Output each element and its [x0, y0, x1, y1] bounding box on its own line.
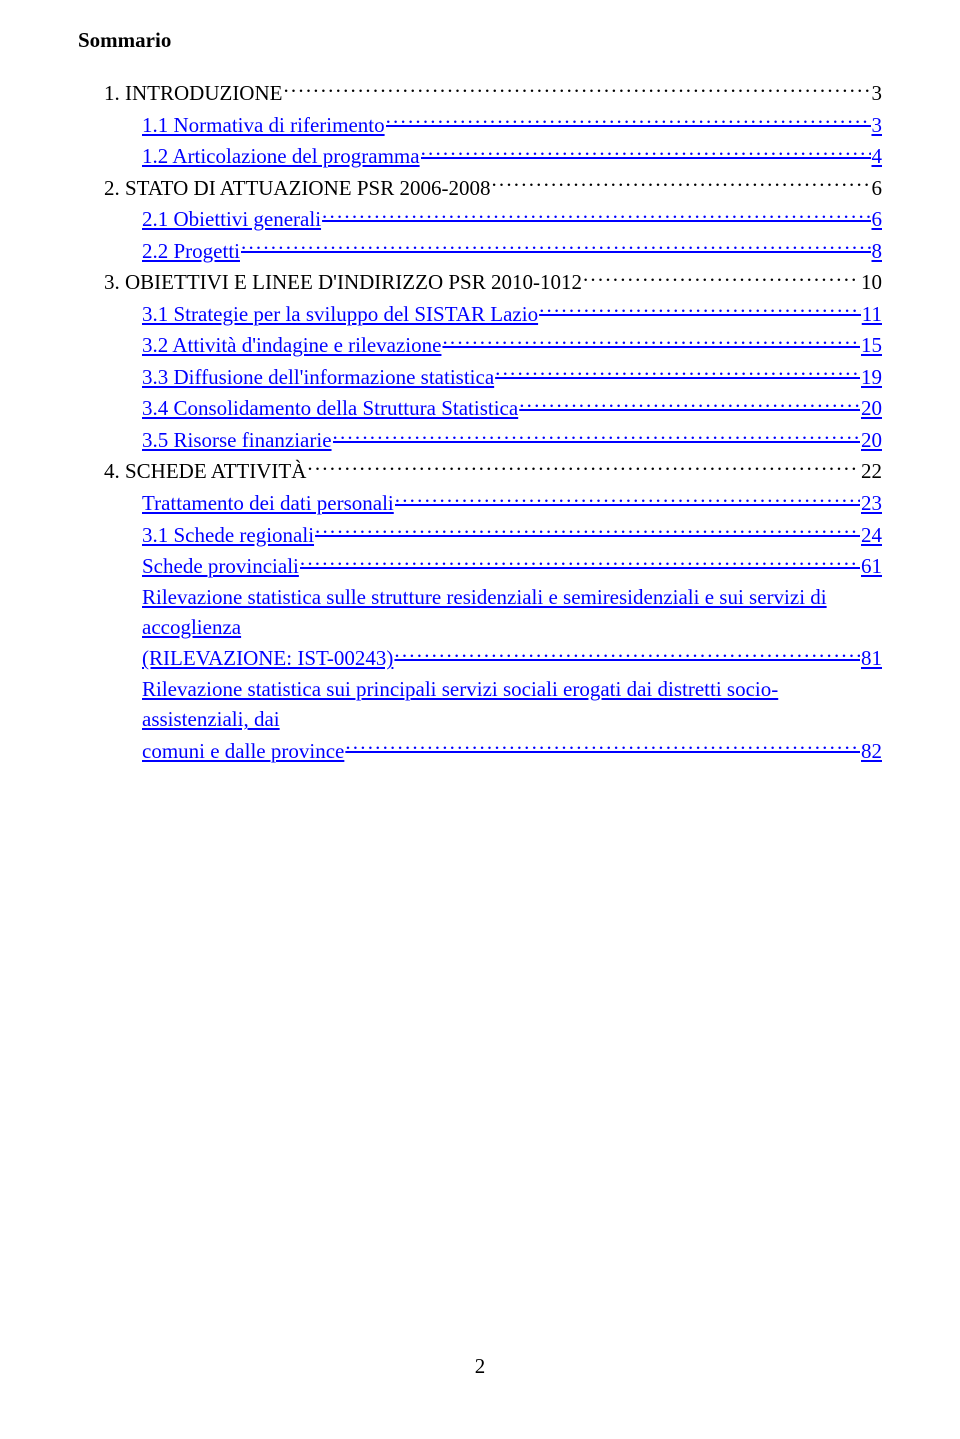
toc-leader: [491, 172, 870, 195]
toc-page: 10: [861, 267, 882, 297]
toc-entry[interactable]: 1.1 Normativa di riferimento 3: [78, 109, 882, 141]
toc-leader: [539, 298, 861, 321]
toc-leader: [315, 518, 860, 541]
toc-label: 3.2 Attività d'indagine e rilevazione: [142, 330, 441, 360]
toc-page: 20: [861, 393, 882, 423]
toc-page: 3: [872, 78, 883, 108]
toc-label: 1.2 Articolazione del programma: [142, 141, 420, 171]
toc-page: 11: [862, 299, 882, 329]
toc-leader: [345, 735, 860, 758]
toc-entry: 2. STATO DI ATTUAZIONE PSR 2006-2008 6: [78, 172, 882, 204]
toc-label: 3. OBIETTIVI E LINEE D'INDIRIZZO PSR 201…: [104, 267, 582, 297]
toc-label: 3.1 Strategie per la sviluppo del SISTAR…: [142, 299, 538, 329]
toc-entry[interactable]: 3.2 Attività d'indagine e rilevazione 15: [78, 329, 882, 361]
toc-label: 2. STATO DI ATTUAZIONE PSR 2006-2008: [104, 173, 490, 203]
toc-page: 20: [861, 425, 882, 455]
toc-entry[interactable]: comuni e dalle province 82: [78, 735, 882, 767]
toc-page: 4: [872, 141, 883, 171]
toc-label: 3.1 Schede regionali: [142, 520, 314, 550]
toc-page: 19: [861, 362, 882, 392]
toc-leader: [241, 235, 871, 258]
toc-entry[interactable]: Rilevazione statistica sui principali se…: [78, 674, 882, 735]
toc-leader: [495, 361, 860, 384]
toc-label: (RILEVAZIONE: IST-00243): [142, 643, 393, 673]
toc-label: 3.3 Diffusione dell'informazione statist…: [142, 362, 494, 392]
toc-page: 24: [861, 520, 882, 550]
toc-entry[interactable]: Trattamento dei dati personali 23: [78, 487, 882, 519]
toc-page: 22: [861, 456, 882, 486]
toc-label: Trattamento dei dati personali: [142, 488, 394, 518]
toc-entry: 1. INTRODUZIONE 3: [78, 77, 882, 109]
toc-entry[interactable]: 3.5 Risorse finanziarie 20: [78, 424, 882, 456]
toc-entry[interactable]: (RILEVAZIONE: IST-00243) 81: [78, 642, 882, 674]
toc-page: 8: [872, 236, 883, 266]
toc-entry[interactable]: Schede provinciali 61: [78, 550, 882, 582]
toc-entry[interactable]: 1.2 Articolazione del programma 4: [78, 140, 882, 172]
toc-label: 2.1 Obiettivi generali: [142, 204, 321, 234]
toc-page: 81: [861, 643, 882, 673]
toc-leader: [442, 329, 860, 352]
toc-page: 23: [861, 488, 882, 518]
toc-page: 15: [861, 330, 882, 360]
toc-label: 3.5 Risorse finanziarie: [142, 425, 332, 455]
toc-label: 2.2 Progetti: [142, 236, 240, 266]
page-title: Sommario: [78, 28, 882, 53]
toc-entry[interactable]: 3.1 Schede regionali 24: [78, 518, 882, 550]
toc-page: 6: [872, 204, 883, 234]
toc-leader: [333, 424, 860, 447]
toc-entry[interactable]: 3.4 Consolidamento della Struttura Stati…: [78, 392, 882, 424]
toc-leader: [395, 487, 860, 510]
toc-leader: [394, 642, 860, 665]
toc-page: 61: [861, 551, 882, 581]
toc-leader: [421, 140, 871, 163]
toc-page: 3: [872, 110, 883, 140]
toc-label: comuni e dalle province: [142, 736, 344, 766]
table-of-contents: 1. INTRODUZIONE31.1 Normativa di riferim…: [78, 77, 882, 766]
toc-leader: [322, 203, 870, 226]
toc-label: 4. SCHEDE ATTIVITÀ: [104, 456, 306, 486]
toc-leader: [283, 77, 870, 100]
toc-leader: [307, 455, 860, 478]
toc-label: Schede provinciali: [142, 551, 299, 581]
toc-entry: 3. OBIETTIVI E LINEE D'INDIRIZZO PSR 201…: [78, 266, 882, 298]
toc-leader: [386, 109, 871, 132]
toc-leader: [300, 550, 860, 573]
toc-entry[interactable]: 3.3 Diffusione dell'informazione statist…: [78, 361, 882, 393]
toc-entry[interactable]: 2.1 Obiettivi generali 6: [78, 203, 882, 235]
toc-label: 1.1 Normativa di riferimento: [142, 110, 385, 140]
toc-leader: [519, 392, 860, 415]
toc-page: 82: [861, 736, 882, 766]
toc-label: 1. INTRODUZIONE: [104, 78, 282, 108]
toc-entry[interactable]: 2.2 Progetti 8: [78, 235, 882, 267]
toc-page: 6: [872, 173, 883, 203]
toc-entry[interactable]: Rilevazione statistica sulle strutture r…: [78, 582, 882, 643]
toc-leader: [583, 266, 860, 289]
page-number: 2: [0, 1354, 960, 1379]
toc-entry: 4. SCHEDE ATTIVITÀ 22: [78, 455, 882, 487]
toc-entry[interactable]: 3.1 Strategie per la sviluppo del SISTAR…: [78, 298, 882, 330]
toc-label: 3.4 Consolidamento della Struttura Stati…: [142, 393, 518, 423]
